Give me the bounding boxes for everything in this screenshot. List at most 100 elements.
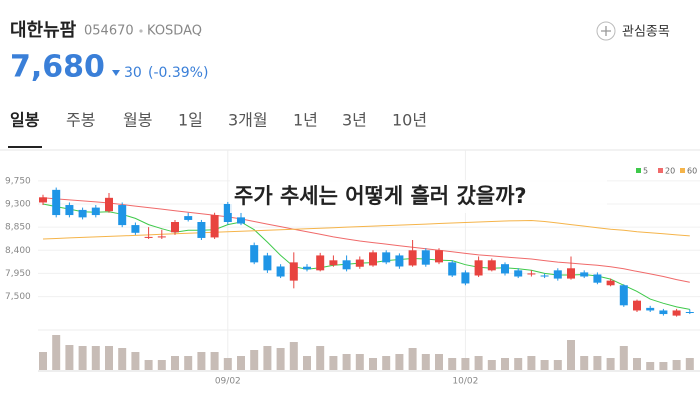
candle-body	[461, 272, 470, 284]
y-tick-label: 7,950	[5, 269, 31, 279]
volume-bar	[210, 352, 219, 370]
volume-bar	[171, 356, 179, 370]
change: 30	[124, 65, 142, 81]
candle-body	[91, 207, 100, 216]
volume-bar	[144, 360, 153, 370]
volume-bar	[91, 346, 100, 370]
ma-line	[42, 197, 690, 283]
ma-line	[42, 219, 690, 240]
volume-bar	[474, 356, 483, 370]
y-tick-label: 7,500	[5, 292, 31, 302]
watch-label[interactable]: 관심종목	[622, 25, 670, 40]
volume-bar	[65, 345, 74, 370]
tab[interactable]: 1일	[178, 111, 203, 130]
volume-bar	[448, 358, 457, 370]
volume-bar	[567, 340, 575, 370]
candle-body	[567, 268, 575, 279]
volume-bar	[355, 354, 364, 370]
volume-bar	[672, 360, 681, 370]
legend-label: 60	[687, 167, 697, 176]
volume-bar	[197, 352, 206, 370]
candle-body	[501, 264, 509, 274]
volume-bar	[461, 358, 470, 370]
tab[interactable]: 일봉	[10, 111, 40, 130]
tab[interactable]: 월봉	[123, 111, 152, 130]
volume-bar	[540, 360, 549, 370]
volume-bar	[553, 360, 562, 370]
market: KOSDAQ	[147, 24, 202, 39]
candle-body	[131, 225, 140, 233]
volume-bar	[276, 348, 285, 370]
volume-bar	[316, 346, 325, 370]
candle-body	[237, 217, 245, 224]
candle-body	[105, 197, 113, 212]
candle-body	[157, 236, 166, 238]
tab[interactable]: 3개월	[228, 111, 268, 130]
candle-body	[197, 222, 206, 238]
volume-bar	[501, 358, 509, 370]
volume-bar	[421, 354, 430, 370]
volume-bar	[619, 346, 628, 370]
candle-body	[593, 274, 602, 283]
volume-bar	[78, 346, 87, 370]
candle-body	[382, 252, 391, 263]
candle-body	[672, 310, 681, 316]
tab[interactable]: 10년	[392, 111, 427, 130]
volume-bar	[105, 346, 113, 370]
volume-bar	[382, 356, 391, 370]
tab[interactable]: 1년	[293, 111, 318, 130]
volume-bar	[342, 354, 351, 370]
candle-body	[316, 255, 325, 271]
tab[interactable]: 3년	[342, 111, 367, 130]
plot: 9,750 9,300 8,850 8,400 7,950 7,500 09/02 10/02…	[5, 150, 700, 387]
price: 7,680	[10, 50, 105, 85]
volume-bar	[157, 360, 166, 370]
volume-bar	[435, 354, 443, 370]
stock-code: 054670	[84, 24, 134, 39]
y-tick-label: 9,750	[5, 176, 31, 186]
candle-body	[540, 275, 549, 277]
candle-body	[52, 189, 61, 216]
volume-bar	[52, 335, 61, 370]
candle-body	[369, 252, 377, 266]
volume-bar	[395, 354, 404, 370]
candle-body	[408, 250, 417, 266]
candle-body	[39, 197, 47, 203]
volume-bar	[263, 346, 272, 370]
candle-body	[342, 260, 351, 270]
candle-body	[171, 222, 179, 233]
x-tick-label: 10/02	[452, 377, 478, 387]
watch-button[interactable]: 관심종목	[596, 21, 670, 41]
candle-body	[487, 260, 496, 271]
legend-label: 5	[643, 167, 648, 176]
volume-bar	[329, 356, 338, 370]
title-backdrop	[230, 180, 607, 213]
candle-body	[659, 310, 668, 315]
volume-bar	[593, 356, 602, 370]
volume-bar	[250, 350, 259, 370]
legend-swatch	[680, 168, 685, 173]
plus-sign	[601, 26, 611, 36]
candle-body	[144, 236, 153, 238]
volume-bar	[131, 352, 140, 370]
candle-body	[289, 262, 298, 281]
volume-bar	[659, 362, 668, 370]
candle-body	[78, 209, 87, 218]
volume-bar	[527, 356, 536, 370]
candle-body	[118, 205, 127, 226]
y-tick-label: 8,850	[5, 223, 31, 233]
volume-bar	[514, 358, 523, 370]
volume-bar	[118, 348, 127, 370]
tab[interactable]: 주봉	[66, 111, 95, 130]
candle-body	[685, 312, 694, 313]
overlay-title: 주가 추세는 어떻게 흘러 갔을까?	[234, 184, 527, 208]
volume-bar	[303, 356, 311, 370]
change-percent: (-0.39%)	[148, 65, 208, 81]
candle-body	[223, 204, 232, 222]
volume-bar	[184, 356, 193, 370]
separator-dot	[139, 29, 143, 33]
down-triangle	[112, 70, 120, 76]
candle-body	[395, 255, 404, 267]
